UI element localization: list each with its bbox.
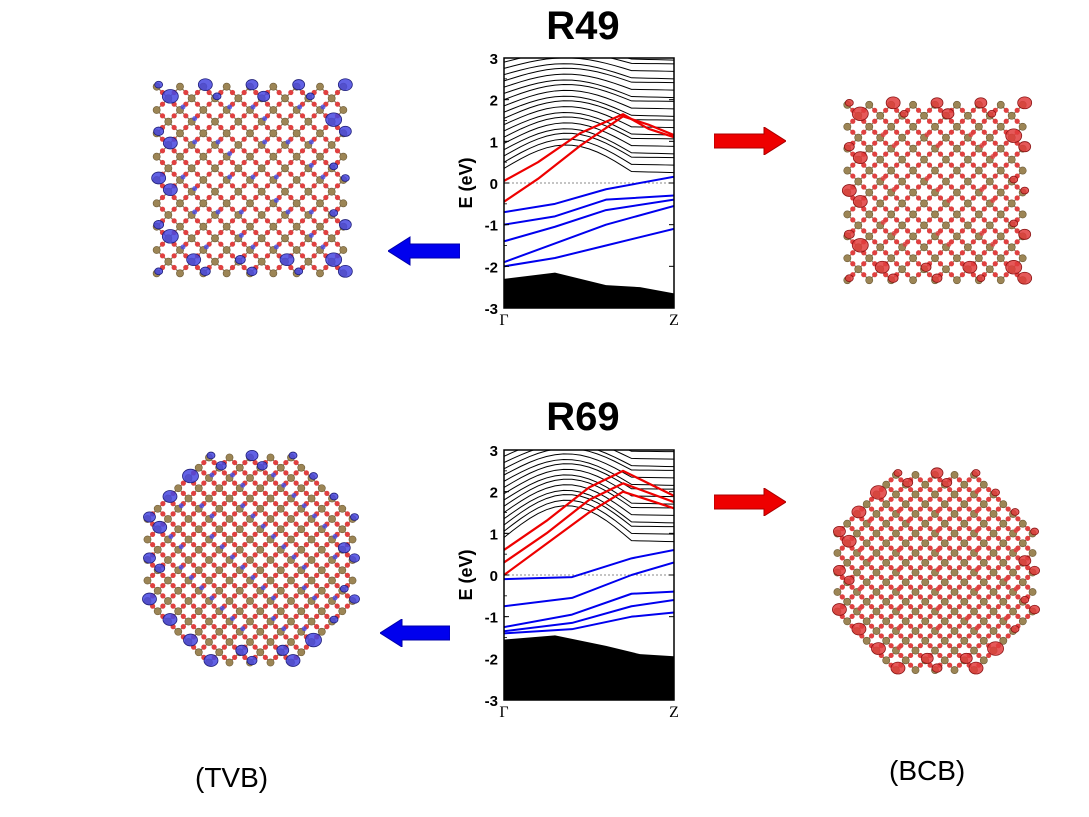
valence-band-line (504, 198, 674, 243)
silicon-atoms (843, 100, 1027, 285)
y-tick-label: 1 (490, 526, 498, 543)
bulk-conduction-band-line (504, 463, 674, 490)
bulk-conduction-band-line (504, 499, 674, 535)
bulk-conduction-band-line (504, 95, 674, 117)
bulk-conduction-band-line (504, 116, 674, 140)
bulk-conduction-band-line (504, 89, 674, 110)
bulk-conduction-band-line (504, 450, 674, 471)
valence-band-line (504, 561, 674, 608)
bulk-conduction-band-line (504, 450, 674, 460)
caption-tvb: (TVB) (195, 762, 269, 793)
bulk-conduction-band-line (625, 58, 674, 61)
x-tick-label: Γ (499, 312, 508, 329)
y-tick-label: 0 (490, 176, 498, 193)
blue-arrow-bottom (380, 619, 450, 647)
bulk-conduction-band-line (504, 138, 674, 166)
valence-band-line (504, 194, 674, 226)
band-structure-chart-bottom: 3 2 1 0 -1 -2 -3Γ Z E (eV) (456, 442, 679, 721)
red-arrow-bottom (714, 488, 786, 516)
bulk-conduction-band-line (504, 128, 674, 155)
bulk-conduction-band-line (504, 50, 674, 53)
bulk-conduction-band-line (504, 442, 674, 448)
conduction-band-line (504, 469, 674, 551)
silicon-atoms (143, 453, 357, 667)
red-arrow-top (714, 127, 786, 155)
blue-arrow-top (388, 236, 460, 266)
y-tick-label: -2 (485, 651, 498, 668)
bulk-conduction-band-line (504, 122, 674, 147)
y-axis-label: E (eV) (456, 549, 476, 600)
bulk-conduction-band-line (504, 144, 674, 174)
panel-title-top: R49 (546, 4, 620, 48)
bulk-conduction-band-line (504, 459, 674, 486)
bulk-band-region (504, 635, 674, 700)
y-tick-label: -1 (485, 610, 498, 627)
silicon-atoms (833, 471, 1037, 674)
bulk-conduction-band-line (504, 468, 674, 498)
y-axis-label: E (eV) (456, 157, 476, 208)
y-tick-label: 0 (490, 568, 498, 585)
bulk-conduction-band-line (504, 132, 674, 159)
bulk-conduction-band-line (504, 505, 674, 543)
conduction-band-line (504, 490, 674, 576)
valence-band-line (504, 611, 674, 635)
y-tick-label: 2 (490, 485, 498, 502)
nanowire-bcb-r69-image (832, 467, 1040, 675)
isosurface-blobs (151, 78, 353, 278)
valence-band-line (504, 227, 674, 268)
valence-band-line (504, 204, 674, 264)
conduction-band-line (504, 113, 674, 182)
bulk-conduction-band-line (504, 489, 674, 524)
bulk-conduction-band-line (504, 450, 674, 453)
valence-band-line (504, 590, 674, 629)
y-tick-label: 3 (490, 443, 498, 460)
y-tick-label: -3 (485, 301, 498, 318)
valence-band-line (504, 175, 674, 214)
isosurface-blobs (142, 449, 360, 667)
panel-title-bottom: R69 (546, 395, 620, 439)
nanowire-tvb-r49-image (151, 78, 353, 278)
y-tick-label: 2 (490, 93, 498, 110)
bulk-conduction-band-line (504, 63, 674, 80)
valence-band-line (504, 549, 674, 581)
bulk-conduction-band-line (504, 67, 674, 84)
isosurface-blobs (832, 467, 1040, 675)
conduction-band-line (504, 482, 674, 564)
bulk-conduction-band-line (504, 453, 674, 479)
x-tick-label: Γ (499, 704, 508, 721)
bulk-band-region (504, 272, 674, 308)
oxygen-atoms (850, 107, 1020, 278)
bulk-conduction-band-line (504, 79, 674, 99)
conduction-band-line (504, 115, 674, 203)
bulk-conduction-band-line (504, 58, 674, 65)
bulk-conduction-band-line (504, 478, 674, 509)
valence-band-line (504, 599, 674, 633)
nanowire-bcb-r49-image (841, 96, 1033, 285)
bulk-conduction-band-line (504, 484, 674, 516)
nanowire-tvb-r69-image (142, 449, 360, 667)
x-tick-label: Z (669, 312, 679, 329)
bulk-conduction-band-line (504, 100, 674, 121)
x-tick-label: Z (669, 704, 679, 721)
y-tick-label: 1 (490, 134, 498, 151)
bulk-conduction-band-line (504, 84, 674, 102)
isosurface-blobs (841, 96, 1033, 285)
y-tick-label: -1 (485, 218, 498, 235)
bulk-conduction-band-line (504, 73, 674, 91)
y-tick-label: -3 (485, 693, 498, 710)
caption-bcb: (BCB) (889, 755, 966, 786)
band-structure-chart-top: 3 2 1 0 -1 -2 -3Γ Z E (eV) (456, 50, 679, 329)
y-tick-label: -2 (485, 259, 498, 276)
y-tick-label: 3 (490, 51, 498, 68)
bulk-conduction-band-line (504, 58, 674, 72)
bulk-conduction-band-line (504, 111, 674, 136)
bulk-conduction-band-line (504, 474, 674, 505)
